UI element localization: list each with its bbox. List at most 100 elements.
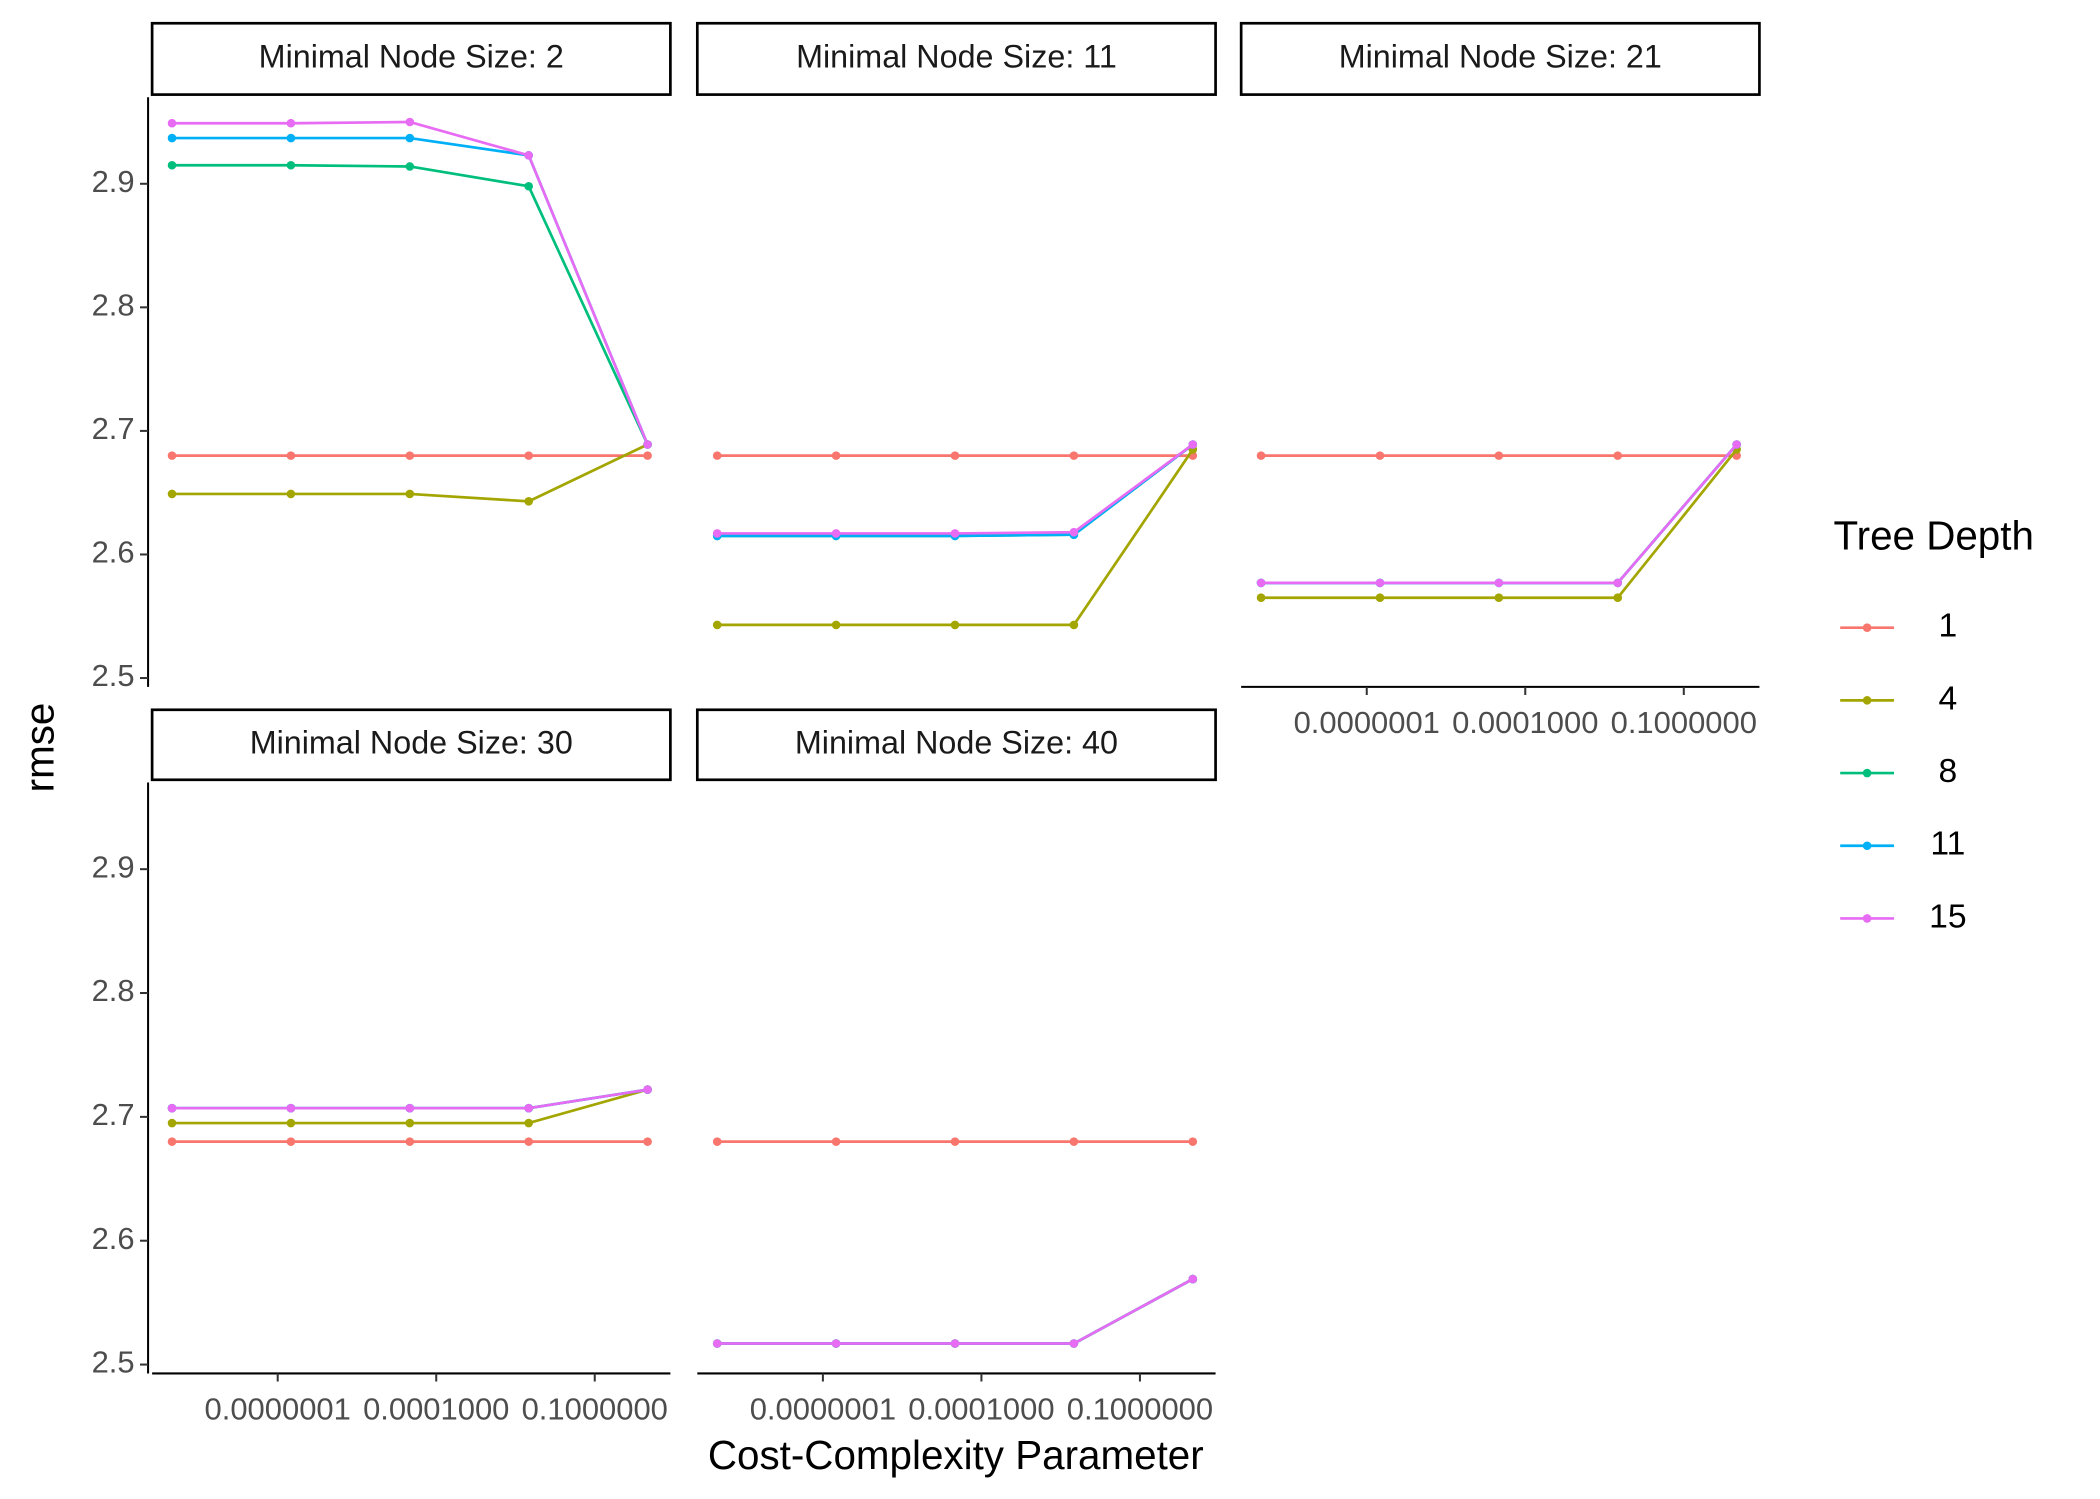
data-point xyxy=(405,451,415,460)
y-tick-label: 2.6 xyxy=(92,535,135,570)
legend-title: Tree Depth xyxy=(1833,512,2033,558)
x-tick-label: 0.0001000 xyxy=(908,1391,1054,1426)
legend-label: 4 xyxy=(1939,680,1958,717)
data-point xyxy=(831,451,841,460)
data-point xyxy=(643,440,652,449)
data-point xyxy=(167,1118,177,1128)
data-point xyxy=(286,451,296,460)
x-tick-label: 0.0000001 xyxy=(205,1391,351,1426)
data-point xyxy=(1494,593,1504,603)
data-point xyxy=(405,162,415,171)
series-line xyxy=(717,1277,1194,1345)
data-point xyxy=(1494,451,1504,460)
data-point xyxy=(950,451,960,460)
data-point xyxy=(1069,1339,1079,1348)
strip-label: Minimal Node Size: 40 xyxy=(795,724,1118,760)
y-tick-label: 2.8 xyxy=(92,973,135,1008)
data-point xyxy=(405,489,415,499)
x-tick-label: 0.1000000 xyxy=(522,1391,668,1426)
strip xyxy=(695,21,1217,96)
legend-label: 15 xyxy=(1929,898,1966,935)
strip-label: Minimal Node Size: 30 xyxy=(250,724,573,760)
data-point xyxy=(1375,593,1385,603)
data-point xyxy=(643,1085,652,1094)
data-point xyxy=(524,151,534,160)
data-point xyxy=(950,1137,960,1146)
data-point xyxy=(1375,451,1385,460)
y-tick-label: 2.7 xyxy=(92,411,135,446)
y-tick-label: 2.5 xyxy=(92,658,135,693)
strip xyxy=(150,21,672,96)
data-point xyxy=(286,1118,296,1128)
data-point xyxy=(1069,451,1079,460)
data-point xyxy=(831,1339,841,1348)
strip-label: Minimal Node Size: 11 xyxy=(796,38,1117,74)
data-point xyxy=(524,497,534,506)
data-point xyxy=(1256,578,1266,588)
x-tick-label: 0.1000000 xyxy=(1067,1391,1213,1426)
data-point xyxy=(950,529,960,538)
y-tick-label: 2.7 xyxy=(92,1097,135,1132)
strip xyxy=(150,708,672,782)
data-point xyxy=(524,181,534,191)
legend-point xyxy=(1862,841,1872,851)
data-point xyxy=(524,1118,534,1128)
data-point xyxy=(712,1339,722,1348)
data-point xyxy=(286,133,296,143)
data-point xyxy=(1613,578,1623,588)
data-point xyxy=(405,1137,415,1146)
series-line xyxy=(1261,443,1738,585)
data-point xyxy=(1188,1274,1198,1284)
x-tick-label: 0.1000000 xyxy=(1611,705,1757,740)
data-point xyxy=(167,118,177,128)
y-tick-label: 2.5 xyxy=(92,1345,135,1380)
x-tick-label: 0.0000001 xyxy=(1294,705,1440,740)
data-point xyxy=(1188,440,1198,449)
data-point xyxy=(1613,451,1623,460)
data-point xyxy=(1494,578,1504,588)
data-point xyxy=(1256,451,1266,460)
data-point xyxy=(643,1137,652,1146)
legend-point xyxy=(1862,914,1872,923)
data-point xyxy=(286,1137,296,1146)
data-point xyxy=(167,1103,177,1113)
series-line xyxy=(717,1277,1194,1345)
data-point xyxy=(1069,620,1079,630)
data-point xyxy=(1069,1137,1079,1146)
data-point xyxy=(1732,440,1741,449)
data-point xyxy=(167,451,177,460)
strip-label: Minimal Node Size: 21 xyxy=(1339,38,1662,74)
legend-label: 11 xyxy=(1930,826,1965,863)
data-point xyxy=(167,133,177,143)
series-line xyxy=(172,163,649,446)
y-axis-title: rmse xyxy=(17,703,63,793)
data-point xyxy=(1375,578,1385,588)
strip-label: Minimal Node Size: 2 xyxy=(259,38,564,74)
strip xyxy=(695,708,1217,782)
strip xyxy=(1239,21,1761,96)
y-tick-label: 2.9 xyxy=(92,164,135,199)
data-point xyxy=(405,1118,415,1128)
data-point xyxy=(167,1137,177,1146)
data-point xyxy=(950,620,960,630)
data-point xyxy=(405,117,415,127)
data-point xyxy=(1256,593,1266,603)
data-point xyxy=(831,529,841,538)
y-tick-label: 2.8 xyxy=(92,288,135,323)
legend-point xyxy=(1862,623,1872,632)
data-point xyxy=(524,1137,534,1146)
data-point xyxy=(950,1339,960,1348)
x-axis-title: Cost-Complexity Parameter xyxy=(708,1432,1204,1478)
data-point xyxy=(524,1103,534,1113)
data-point xyxy=(712,451,722,460)
y-tick-label: 2.6 xyxy=(92,1221,135,1256)
data-point xyxy=(286,489,296,499)
legend-point xyxy=(1862,696,1872,705)
legend-label: 8 xyxy=(1939,753,1958,790)
x-tick-label: 0.0000001 xyxy=(750,1391,896,1426)
data-point xyxy=(286,160,296,170)
data-point xyxy=(524,451,534,460)
data-point xyxy=(831,620,841,630)
